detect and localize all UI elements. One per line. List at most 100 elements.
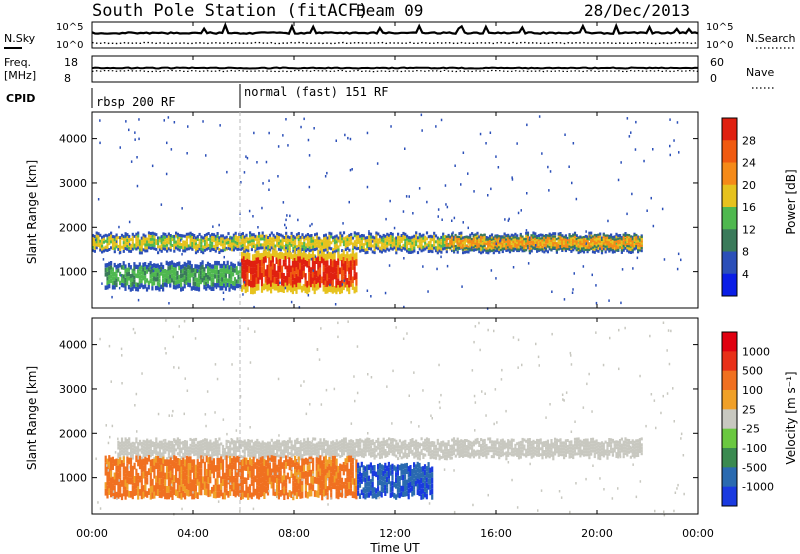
heatmap-cell	[440, 241, 443, 245]
heatmap-cell	[229, 241, 232, 245]
heatmap-cell	[205, 154, 207, 157]
heatmap-cell	[449, 235, 452, 239]
heatmap-cell	[144, 246, 147, 250]
heatmap-cell	[130, 160, 133, 163]
heatmap-cell	[599, 245, 602, 248]
heatmap-cell	[633, 243, 636, 246]
heatmap-cell	[220, 243, 223, 247]
heatmap-cell	[622, 248, 625, 252]
heatmap-cell	[281, 443, 284, 447]
heatmap-cell	[463, 245, 466, 248]
heatmap-cell	[279, 281, 281, 285]
heatmap-cell	[101, 241, 104, 245]
heatmap-cell	[519, 247, 522, 251]
heatmap-cell	[416, 453, 419, 457]
heatmap-cell	[620, 250, 623, 254]
heatmap-cell	[291, 267, 294, 275]
heatmap-cell	[196, 444, 199, 448]
heatmap-cell	[570, 440, 573, 444]
heatmap-cell	[620, 443, 623, 447]
heatmap-cell	[131, 268, 134, 274]
heatmap-cell	[201, 269, 204, 274]
heatmap-cell	[384, 291, 387, 295]
heatmap-cell	[416, 444, 419, 448]
heatmap-cell	[422, 236, 425, 240]
heatmap-cell	[126, 236, 129, 239]
heatmap-cell	[156, 268, 159, 273]
heatmap-cell	[555, 441, 558, 445]
heatmap-cell	[628, 240, 631, 243]
heatmap-cell	[652, 148, 654, 151]
heatmap-cell	[462, 443, 465, 447]
heatmap-cell	[388, 242, 391, 246]
heatmap-cell	[167, 486, 170, 493]
heatmap-cell	[142, 439, 145, 443]
heatmap-cell	[260, 272, 264, 280]
heatmap-cell	[147, 234, 151, 238]
heatmap-cell	[629, 244, 632, 247]
heatmap-cell	[351, 263, 354, 270]
heatmap-cell	[386, 235, 389, 239]
heatmap-cell	[326, 260, 329, 267]
heatmap-cell	[611, 235, 614, 239]
heatmap-cell	[337, 271, 340, 279]
heatmap-cell	[333, 235, 336, 239]
colorbar-tick-label: 8	[742, 246, 749, 259]
heatmap-cell	[117, 277, 120, 282]
heatmap-cell	[282, 259, 285, 267]
heatmap-cell	[476, 437, 479, 441]
heatmap-cell	[244, 273, 247, 280]
heatmap-cell	[353, 457, 356, 461]
heatmap-cell	[216, 446, 219, 450]
heatmap-cell	[317, 282, 320, 290]
heatmap-cell	[301, 233, 304, 237]
heatmap-cell	[142, 233, 145, 237]
heatmap-cell	[232, 236, 235, 240]
heatmap-cell	[187, 282, 190, 287]
heatmap-cell	[237, 279, 240, 284]
heatmap-cell	[293, 264, 296, 272]
heatmap-cell	[337, 447, 340, 451]
heatmap-cell	[167, 446, 170, 450]
heatmap-cell	[514, 245, 517, 248]
heatmap-cell	[157, 454, 160, 458]
heatmap-cell	[600, 247, 604, 250]
heatmap-cell	[185, 247, 188, 251]
heatmap-cell	[458, 235, 461, 238]
heatmap-cell	[129, 454, 133, 458]
heatmap-cell	[591, 244, 595, 247]
heatmap-cell	[346, 284, 349, 292]
heatmap-cell	[137, 445, 140, 449]
heatmap-cell	[622, 443, 625, 447]
heatmap-cell	[333, 272, 336, 280]
heatmap-cell	[342, 452, 346, 456]
heatmap-cell	[557, 232, 560, 236]
heatmap-cell	[176, 232, 179, 236]
heatmap-cell	[258, 231, 261, 235]
heatmap-cell	[252, 450, 255, 454]
nave-tick-top: 60	[710, 56, 724, 69]
heatmap-cell	[324, 287, 327, 294]
heatmap-cell	[176, 238, 179, 242]
heatmap-cell	[335, 287, 338, 295]
heatmap-cell	[228, 269, 231, 274]
heatmap-cell	[111, 476, 114, 484]
heatmap-cell	[615, 455, 618, 458]
heatmap-cell	[99, 119, 101, 122]
heatmap-cell	[131, 492, 134, 500]
heatmap-cell	[149, 479, 152, 487]
heatmap-cell	[218, 443, 221, 447]
heatmap-cell	[172, 280, 175, 285]
heatmap-cell	[323, 249, 326, 252]
heatmap-cell	[391, 443, 394, 447]
heatmap-cell	[508, 245, 511, 249]
heatmap-cell	[442, 238, 445, 242]
heatmap-cell	[250, 448, 253, 452]
heatmap-cell	[519, 452, 522, 456]
heatmap-cell	[451, 219, 453, 222]
heatmap-cell	[424, 241, 427, 245]
heatmap-cell	[582, 244, 585, 247]
heatmap-cell	[135, 282, 138, 287]
heatmap-cell	[273, 283, 276, 291]
heatmap-cell	[545, 443, 548, 447]
